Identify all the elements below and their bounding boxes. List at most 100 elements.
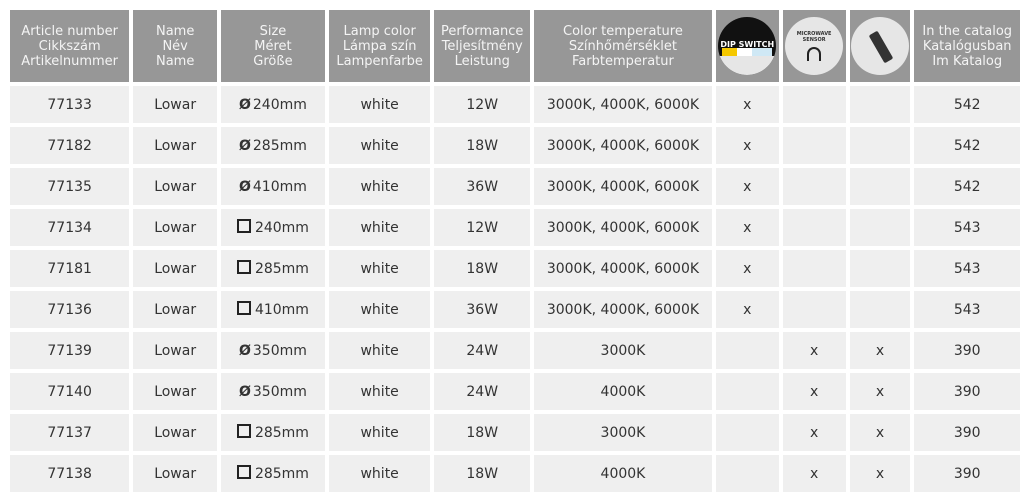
lamp-color-cell: white bbox=[328, 127, 431, 164]
dip-switch-cell-text: x bbox=[743, 137, 752, 154]
microwave-sensor-cell: x bbox=[782, 414, 846, 451]
lamp-color-cell-text: white bbox=[360, 260, 399, 277]
color-temperature-cell-text: 4000K bbox=[600, 465, 646, 482]
dip-switch-cell: x bbox=[715, 127, 779, 164]
article-cell-text: 77134 bbox=[47, 219, 92, 236]
lamp-color-cell-text: white bbox=[360, 424, 399, 441]
catalog-cell: 390 bbox=[914, 414, 1020, 451]
color-temperature-cell-text: 3000K, 4000K, 6000K bbox=[546, 301, 700, 318]
performance-cell: 18W bbox=[434, 127, 531, 164]
catalog-cell-text: 390 bbox=[953, 424, 981, 441]
microwave-sensor-cell: x bbox=[782, 332, 846, 369]
square-shape-icon bbox=[236, 424, 251, 438]
catalog-cell-text: 390 bbox=[953, 383, 981, 400]
dip-switch-cell bbox=[715, 414, 779, 451]
remote-cell bbox=[849, 209, 911, 246]
lamp-color-cell-text: white bbox=[360, 219, 399, 236]
microwave-sensor-cell-text: x bbox=[809, 424, 819, 441]
microwave-sensor-cell bbox=[782, 127, 846, 164]
size-cell-text: 410mm bbox=[254, 302, 309, 318]
header-name: Name Név Name bbox=[133, 10, 217, 82]
lamp-color-cell: white bbox=[328, 414, 431, 451]
diameter-icon: Ø bbox=[238, 96, 251, 113]
microwave-sensor-icon: MICROWAVE SENSOR bbox=[785, 17, 844, 75]
article-cell: 77181 bbox=[10, 250, 130, 287]
header-dip-switch: DIP SWITCH bbox=[715, 10, 779, 82]
article-cell: 77136 bbox=[10, 291, 130, 328]
table-row: 77182 Lowar Ø 285mm white 18W 3000K, 4000K, 60… bbox=[10, 127, 1020, 164]
name-cell-text: Lowar bbox=[154, 424, 197, 441]
name-cell: Lowar bbox=[133, 291, 217, 328]
article-cell: 77138 bbox=[10, 455, 130, 492]
performance-cell-text: 18W bbox=[466, 260, 499, 277]
table-row: 77134 Lowar 240mm white 12W 3000K, 4000K, 600… bbox=[10, 209, 1020, 246]
color-temperature-cell-text: 3000K, 4000K, 6000K bbox=[546, 178, 700, 195]
catalog-cell: 543 bbox=[914, 250, 1020, 287]
performance-cell: 36W bbox=[434, 291, 531, 328]
size-cell-text: 285mm bbox=[254, 261, 309, 277]
article-cell-text: 77181 bbox=[47, 260, 92, 277]
remote-cell bbox=[849, 127, 911, 164]
microwave-sensor-cell bbox=[782, 291, 846, 328]
lamp-color-cell-text: white bbox=[360, 383, 399, 400]
catalog-cell: 390 bbox=[914, 332, 1020, 369]
remote-cell: x bbox=[849, 455, 911, 492]
size-cell-text: 240mm bbox=[252, 96, 307, 113]
color-temperature-cell: 3000K bbox=[534, 332, 712, 369]
size-cell: Ø 240mm bbox=[221, 86, 325, 123]
lamp-color-cell-text: white bbox=[360, 465, 399, 482]
performance-cell-text: 36W bbox=[466, 178, 499, 195]
header-performance: Performance Teljesítmény Leistung bbox=[434, 10, 531, 82]
dip-switch-cell-text: x bbox=[743, 301, 752, 318]
article-cell: 77182 bbox=[10, 127, 130, 164]
remote-control-icon bbox=[851, 17, 909, 75]
size-cell-text: 285mm bbox=[254, 466, 309, 482]
remote-cell bbox=[849, 250, 911, 287]
article-cell: 77137 bbox=[10, 414, 130, 451]
size-cell-text: 285mm bbox=[252, 137, 307, 154]
name-cell-text: Lowar bbox=[154, 301, 197, 318]
diameter-icon: Ø bbox=[238, 342, 251, 359]
catalog-cell-text: 543 bbox=[953, 219, 981, 236]
remote-cell bbox=[849, 291, 911, 328]
name-cell: Lowar bbox=[133, 332, 217, 369]
color-temperature-cell-text: 3000K bbox=[600, 424, 646, 441]
article-cell: 77135 bbox=[10, 168, 130, 205]
table-row: 77133 Lowar Ø 240mm white 12W 3000K, 4000K, 60… bbox=[10, 86, 1020, 123]
table-row: 77138 Lowar 285mm white 18W 4000K x x 390 bbox=[10, 455, 1020, 492]
dip-switch-cell: x bbox=[715, 86, 779, 123]
square-shape-icon bbox=[236, 260, 251, 274]
size-cell: 285mm bbox=[221, 414, 325, 451]
square-shape-icon bbox=[236, 465, 251, 479]
dip-switch-cell: x bbox=[715, 168, 779, 205]
name-cell: Lowar bbox=[133, 127, 217, 164]
color-temperature-cell-text: 3000K, 4000K, 6000K bbox=[546, 260, 700, 277]
size-cell-text: 350mm bbox=[252, 383, 307, 400]
remote-cell: x bbox=[849, 332, 911, 369]
catalog-cell: 542 bbox=[914, 86, 1020, 123]
performance-cell: 12W bbox=[434, 86, 531, 123]
article-cell-text: 77182 bbox=[47, 137, 92, 154]
table-row: 77139 Lowar Ø 350mm white 24W 3000K x x 390 bbox=[10, 332, 1020, 369]
header-catalog: In the catalog Katalógusban Im Katalog bbox=[914, 10, 1020, 82]
performance-cell: 18W bbox=[434, 455, 531, 492]
name-cell: Lowar bbox=[133, 373, 217, 410]
performance-cell: 24W bbox=[434, 332, 531, 369]
microwave-sensor-cell: x bbox=[782, 455, 846, 492]
header-article: Article number Cikkszám Artikelnummer bbox=[10, 10, 130, 82]
lamp-color-cell-text: white bbox=[360, 96, 399, 113]
article-cell: 77134 bbox=[10, 209, 130, 246]
diameter-icon: Ø bbox=[238, 137, 251, 154]
performance-cell: 18W bbox=[434, 414, 531, 451]
lamp-color-cell-text: white bbox=[360, 301, 399, 318]
performance-cell-text: 24W bbox=[466, 383, 499, 400]
color-temperature-cell-text: 3000K bbox=[600, 342, 646, 359]
lamp-color-cell: white bbox=[328, 332, 431, 369]
name-cell-text: Lowar bbox=[154, 137, 197, 154]
performance-cell: 12W bbox=[434, 209, 531, 246]
name-cell-text: Lowar bbox=[154, 178, 197, 195]
lamp-color-cell: white bbox=[328, 291, 431, 328]
performance-cell-text: 12W bbox=[466, 219, 499, 236]
size-cell: 410mm bbox=[221, 291, 325, 328]
size-cell-text: 285mm bbox=[254, 425, 309, 441]
